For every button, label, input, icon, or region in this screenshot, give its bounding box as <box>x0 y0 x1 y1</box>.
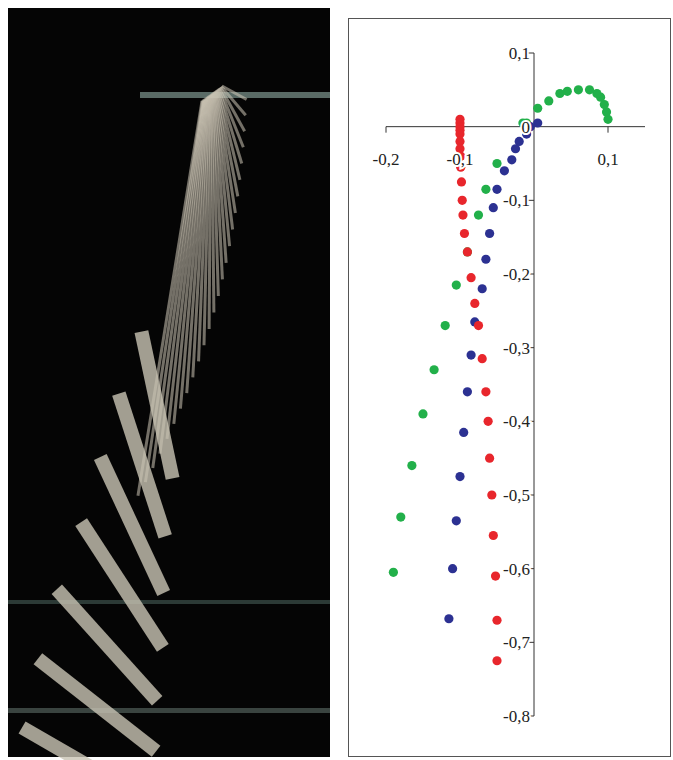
x-tick <box>608 127 609 133</box>
scatter-point <box>430 365 439 374</box>
axes <box>386 53 645 716</box>
photo-panel <box>8 8 330 760</box>
scatter-point <box>487 490 496 499</box>
scatter-point <box>544 96 553 105</box>
scatter-point <box>444 614 453 623</box>
scatter-point <box>574 85 583 94</box>
scatter-point <box>484 417 493 426</box>
scatter-point <box>485 229 494 238</box>
photo-floor-line <box>8 708 330 713</box>
y-axis-line <box>534 53 535 716</box>
scatter-point <box>463 247 472 256</box>
scatter-point <box>481 185 490 194</box>
scatter-point <box>452 516 461 525</box>
y-tick-label: -0,1 <box>503 191 530 210</box>
scatter-point <box>511 144 520 153</box>
scatter-point <box>470 299 479 308</box>
scatter-point <box>492 159 501 168</box>
scatter-point <box>452 280 461 289</box>
scatter-point <box>492 616 501 625</box>
chart-frame <box>349 19 671 757</box>
scatter-point <box>555 89 564 98</box>
scatter-point <box>481 387 490 396</box>
scatter-point <box>418 409 427 418</box>
scatter-point <box>533 104 542 113</box>
scatter-point <box>460 229 469 238</box>
scatter-point <box>407 461 416 470</box>
scatter-point <box>455 472 464 481</box>
scatter-point <box>458 196 467 205</box>
y-tick-label: -0,4 <box>503 412 530 431</box>
scatter-point <box>467 350 476 359</box>
scatter-point <box>463 247 472 256</box>
figure: -0,2 -0,1 0,1 0,1 0 -0,1 -0,2 -0,3 -0,4 -0,5 -0,6 -… <box>0 0 673 760</box>
scatter-point <box>478 284 487 293</box>
scatter-point <box>491 571 500 580</box>
series <box>455 115 501 666</box>
scatter-point <box>459 428 468 437</box>
data-marks <box>389 85 613 665</box>
y-tick-label: -0,7 <box>503 633 530 652</box>
x-axis-line <box>386 126 645 127</box>
photo-background <box>8 8 330 757</box>
y-tick-label: -0,3 <box>503 339 530 358</box>
x-tick-label: 0,1 <box>597 150 618 169</box>
scatter-point <box>507 155 516 164</box>
scatter-point <box>474 210 483 219</box>
photo-floor-line <box>8 600 330 604</box>
scatter-point <box>500 166 509 175</box>
scatter-point <box>396 513 405 522</box>
series <box>444 118 542 623</box>
y-tick-label: -0,5 <box>503 486 530 505</box>
scatter-point <box>467 273 476 282</box>
y-tick-label: 0 <box>522 118 531 137</box>
photo-rod <box>19 721 156 760</box>
scatter-point <box>474 321 483 330</box>
x-tick <box>386 127 387 133</box>
y-tick-label: -0,6 <box>503 560 530 579</box>
scatter-point <box>485 454 494 463</box>
scatter-point <box>489 203 498 212</box>
scatter-point <box>489 531 498 540</box>
scatter-point <box>458 210 467 219</box>
photo-rod <box>94 454 170 596</box>
scatter-point <box>478 354 487 363</box>
y-tick-label: -0,2 <box>503 265 530 284</box>
scatter-point <box>441 321 450 330</box>
scatter-point <box>448 564 457 573</box>
scatter-point <box>492 185 501 194</box>
x-tick-label: -0,1 <box>447 150 474 169</box>
tick-labels: -0,2 -0,1 0,1 0,1 0 -0,1 -0,2 -0,3 -0,4 -0,5 -0,6 -… <box>373 44 619 726</box>
scatter-point <box>492 656 501 665</box>
x-tick-label: -0,2 <box>373 150 400 169</box>
scatter-point <box>457 177 466 186</box>
y-tick-label: -0,8 <box>503 707 530 726</box>
scatter-point <box>463 387 472 396</box>
y-tick-label: 0,1 <box>509 44 530 63</box>
series <box>389 85 613 577</box>
scatter-point <box>389 568 398 577</box>
scatter-point <box>585 85 594 94</box>
scatter-point <box>481 255 490 264</box>
